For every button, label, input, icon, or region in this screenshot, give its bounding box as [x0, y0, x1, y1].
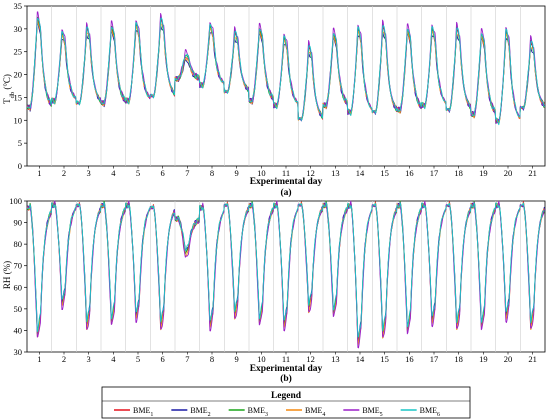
legend-item-label: BME1: [133, 406, 153, 418]
x-tick-label: 2: [62, 168, 66, 178]
y-tick-label: 90: [14, 218, 23, 228]
x-tick-label: 15: [380, 168, 389, 178]
x-tick-label: 7: [185, 354, 189, 364]
y-tick-label: 0: [18, 161, 22, 171]
x-tick-label: 8: [210, 168, 214, 178]
legend: Legend BME1 BME2 BME3 BME4 BME5 BME6: [101, 386, 471, 419]
y-tick-label: 40: [14, 325, 23, 335]
legend-item-label: BME4: [305, 406, 325, 418]
series-line-bme6: [26, 17, 545, 126]
x-tick-label: 10: [257, 354, 266, 364]
y-tick-label: 80: [14, 239, 23, 249]
x-tick-label: 4: [111, 168, 116, 178]
x-tick-label: 20: [504, 168, 513, 178]
y-tick-label: 70: [14, 261, 23, 271]
x-tick-label: 1: [37, 168, 41, 178]
y-tick-label: 30: [14, 347, 23, 357]
y-tick-label: 50: [14, 304, 23, 314]
legend-title: Legend: [271, 391, 302, 401]
x-tick-label: 19: [479, 168, 488, 178]
x-tick-label: 21: [528, 354, 537, 364]
legend-item-label: BME3: [248, 406, 268, 418]
y-tick-label: 30: [14, 24, 23, 34]
plot-area: [26, 5, 546, 167]
x-tick-label: 1: [37, 354, 41, 364]
x-tick-label: 14: [356, 168, 365, 178]
x-tick-label: 17: [430, 354, 439, 364]
x-tick-label: 12: [306, 354, 315, 364]
x-tick-label: 4: [111, 354, 116, 364]
x-tick-label: 13: [331, 354, 340, 364]
y-tick-label: 15: [14, 92, 23, 102]
x-tick-label: 13: [331, 168, 340, 178]
panel-b-ylabel: RH (%): [2, 261, 12, 289]
panel-b-label: (b): [280, 373, 292, 384]
x-tick-label: 5: [136, 168, 140, 178]
y-tick-label: 100: [9, 196, 22, 206]
x-tick-label: 10: [257, 168, 266, 178]
x-tick-label: 6: [161, 168, 165, 178]
plot-area: [26, 200, 546, 353]
y-tick-label: 60: [14, 282, 23, 292]
x-tick-label: 15: [380, 354, 389, 364]
x-tick-label: 9: [235, 168, 239, 178]
x-tick-label: 3: [87, 354, 91, 364]
legend-box: [101, 386, 471, 419]
y-tick-label: 35: [14, 1, 23, 11]
x-tick-label: 2: [62, 354, 66, 364]
series-line-bme5: [26, 200, 545, 349]
x-tick-label: 12: [306, 168, 315, 178]
legend-item-label: BME6: [420, 406, 440, 418]
x-tick-label: 18: [454, 168, 463, 178]
x-tick-label: 19: [479, 354, 488, 364]
series-line-bme4: [26, 202, 545, 346]
panel-b-xlabel: Experimental day: [250, 364, 323, 374]
y-tick-label: 10: [14, 115, 23, 125]
panel-a-xlabel: Experimental day: [250, 177, 323, 187]
legend-item-label: BME2: [190, 406, 210, 418]
x-tick-label: 11: [282, 354, 290, 364]
x-tick-label: 16: [405, 168, 414, 178]
y-tick-label: 5: [18, 138, 22, 148]
x-tick-label: 21: [528, 168, 537, 178]
x-tick-label: 20: [504, 354, 513, 364]
x-tick-label: 8: [210, 354, 214, 364]
x-tick-label: 17: [430, 168, 439, 178]
x-tick-label: 5: [136, 354, 140, 364]
x-tick-label: 14: [356, 354, 365, 364]
y-tick-label: 25: [14, 47, 23, 57]
legend-items: BME1 BME2 BME3 BME4 BME5 BME6: [114, 406, 440, 418]
x-tick-label: 11: [282, 168, 290, 178]
x-tick-label: 6: [161, 354, 165, 364]
x-tick-label: 9: [235, 354, 239, 364]
panel-a-label: (a): [280, 187, 291, 198]
y-tick-label: 20: [14, 70, 23, 80]
x-tick-label: 7: [185, 168, 189, 178]
x-tick-label: 16: [405, 354, 414, 364]
series-line-bme6: [26, 202, 545, 338]
x-tick-label: 3: [87, 168, 91, 178]
panel-a-ylabel: Tdb (°C): [2, 74, 16, 104]
legend-item-label: BME5: [362, 406, 382, 418]
x-tick-label: 18: [454, 354, 463, 364]
